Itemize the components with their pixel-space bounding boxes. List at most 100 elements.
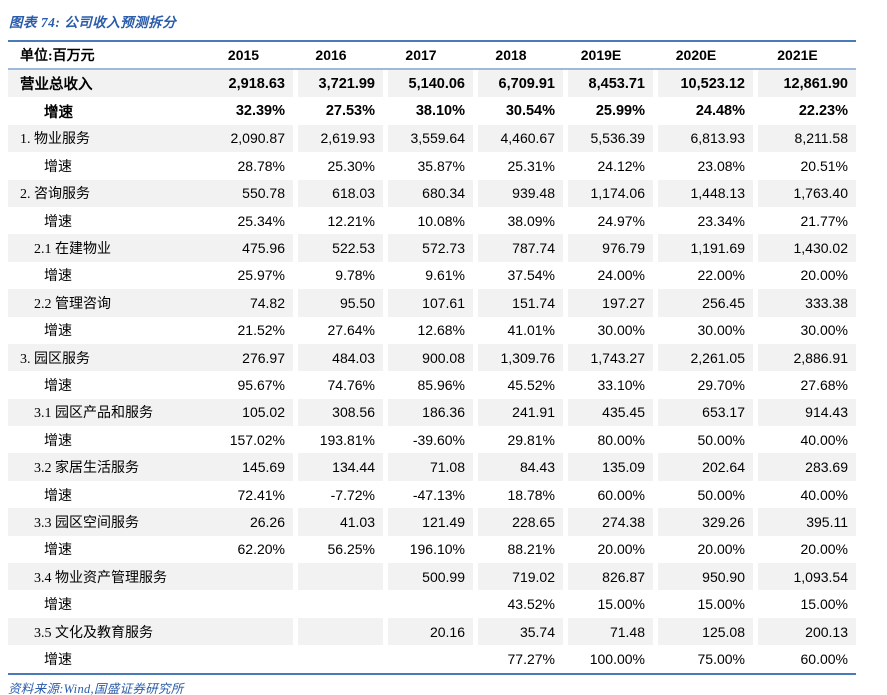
cell-value: 95.50	[293, 289, 383, 317]
cell-value: 8,453.71	[563, 70, 653, 98]
growth-row: 增速 77.27% 100.00% 75.00% 60.00%	[8, 645, 856, 673]
cell-value: 10,523.12	[653, 70, 753, 98]
cell-value: 2,918.63	[208, 70, 293, 98]
cell-value: 475.96	[208, 234, 293, 262]
cell-value: 35.74	[473, 617, 563, 646]
cell-value: 5,536.39	[563, 124, 653, 153]
cell-value: 12.21%	[293, 206, 383, 235]
table-row: 2.1 在建物业 475.96 522.53 572.73 787.74 976.79 1,…	[8, 234, 856, 262]
cell-value: 20.00%	[753, 535, 856, 564]
cell-value: 88.21%	[473, 535, 563, 564]
cell-value: 2,090.87	[208, 124, 293, 153]
growth-row: 增速 25.34% 12.21% 10.08% 38.09% 24.97% 23.34% 21…	[8, 206, 856, 235]
cell-value: 72.41%	[237, 486, 285, 503]
cell-value: 15.00%	[653, 590, 753, 618]
cell-value: 33.10%	[563, 371, 653, 399]
cell-value: 1,174.06	[563, 179, 653, 207]
cell-value: 274.38	[563, 508, 653, 536]
cell-value: 18.78%	[473, 480, 563, 509]
cell-value: 27.64%	[293, 316, 383, 344]
row-label: 增速	[44, 378, 72, 394]
cell-value: 1,763.40	[753, 179, 856, 207]
cell-value: 15.00%	[753, 590, 856, 618]
cell-value: -47.13%	[383, 480, 473, 509]
column-header-2020e: 2020E	[675, 47, 717, 63]
cell-value: 60.00%	[563, 480, 653, 509]
row-label: 3.3 园区空间服务	[8, 508, 208, 536]
cell-value: -39.60%	[383, 426, 473, 454]
revenue-forecast-table: 单位:百万元 2015 2016 2017 2018 2019E 2020E 2…	[8, 40, 856, 673]
growth-row: 增速 157.02% 193.81% -39.60% 29.81% 80.00% 50.00…	[8, 426, 856, 454]
cell-value: 25.99%	[563, 97, 653, 125]
cell-value: 200.13	[753, 617, 856, 646]
cell-value: 29.81%	[473, 426, 563, 454]
row-label: 2.2 管理咨询	[8, 289, 208, 317]
cell-value: 20.16	[383, 617, 473, 646]
cell-value: 25.30%	[293, 152, 383, 180]
growth-row: 增速 95.67% 74.76% 85.96% 45.52% 33.10% 29.70% 27…	[8, 371, 856, 399]
row-label: 增速	[44, 598, 72, 614]
table-row: 3. 园区服务 276.97 484.03 900.08 1,309.76 1,743.2…	[8, 343, 856, 372]
cell-value: 12.68%	[383, 316, 473, 344]
cell-value: 40.00%	[753, 480, 856, 509]
cell-value: 60.00%	[753, 645, 856, 673]
cell-value: 30.00%	[563, 316, 653, 344]
row-label: 3.2 家居生活服务	[8, 453, 208, 481]
cell-value: 74.76%	[293, 371, 383, 399]
row-label: 增速	[44, 159, 72, 175]
row-label: 增速	[44, 652, 72, 668]
cell-value	[383, 645, 473, 673]
cell-value	[293, 645, 383, 673]
cell-value: 56.25%	[293, 535, 383, 564]
cell-value: 2,619.93	[293, 124, 383, 153]
cell-value: 41.01%	[473, 316, 563, 344]
table-row: 3.1 园区产品和服务 105.02 308.56 186.36 241.91 435.4…	[8, 398, 856, 427]
cell-value: 107.61	[383, 289, 473, 317]
cell-value: 125.08	[653, 617, 753, 646]
cell-value: 3,721.99	[293, 70, 383, 98]
cell-value: 77.27%	[473, 645, 563, 673]
cell-value: 20.51%	[753, 152, 856, 180]
cell-value: 151.74	[473, 289, 563, 317]
column-header-2016: 2016	[315, 47, 347, 63]
cell-value: 256.45	[653, 289, 753, 317]
cell-value: 8,211.58	[753, 124, 856, 153]
figure-title: 图表 74: 公司收入预测拆分	[9, 15, 177, 30]
cell-value: 20.00%	[653, 535, 753, 564]
cell-value: 572.73	[383, 234, 473, 262]
row-label: 营业总收入	[8, 70, 208, 98]
cell-value: 15.00%	[563, 590, 653, 618]
cell-value: 24.00%	[563, 261, 653, 290]
cell-value: 71.08	[383, 453, 473, 481]
growth-row: 增速 32.39% 27.53% 38.10% 30.54% 25.99% 24.48% 22…	[8, 97, 856, 125]
growth-row: 增速 72.41% -7.72% -47.13% 18.78% 60.00% 50.00% 4…	[8, 480, 856, 509]
cell-value: 653.17	[653, 398, 753, 427]
cell-value: 74.82	[208, 289, 293, 317]
cell-value: 2,886.91	[753, 343, 856, 372]
cell-value: 134.44	[293, 453, 383, 481]
cell-value: 9.78%	[293, 261, 383, 290]
cell-value: 333.38	[753, 289, 856, 317]
cell-value: 484.03	[293, 343, 383, 372]
cell-value: 28.78%	[237, 157, 285, 174]
cell-value: 2,261.05	[653, 343, 753, 372]
cell-value: 950.90	[653, 563, 753, 591]
cell-value: 20.00%	[753, 261, 856, 290]
cell-value: 62.20%	[237, 541, 285, 558]
cell-value: 24.12%	[563, 152, 653, 180]
cell-value: 85.96%	[383, 371, 473, 399]
cell-value: 25.97%	[237, 267, 285, 284]
row-label: 3.1 园区产品和服务	[8, 398, 208, 427]
cell-value: 71.48	[563, 617, 653, 646]
cell-value: 145.69	[208, 453, 293, 481]
cell-value: 202.64	[653, 453, 753, 481]
row-label: 2. 咨询服务	[8, 179, 208, 207]
cell-value: 25.34%	[237, 212, 285, 229]
cell-value: 939.48	[473, 179, 563, 207]
cell-value: 95.67%	[237, 376, 285, 393]
cell-value: 43.52%	[473, 590, 563, 618]
growth-row: 增速 28.78% 25.30% 35.87% 25.31% 24.12% 23.08% 20…	[8, 152, 856, 180]
cell-value: 40.00%	[753, 426, 856, 454]
cell-value: 20.00%	[563, 535, 653, 564]
